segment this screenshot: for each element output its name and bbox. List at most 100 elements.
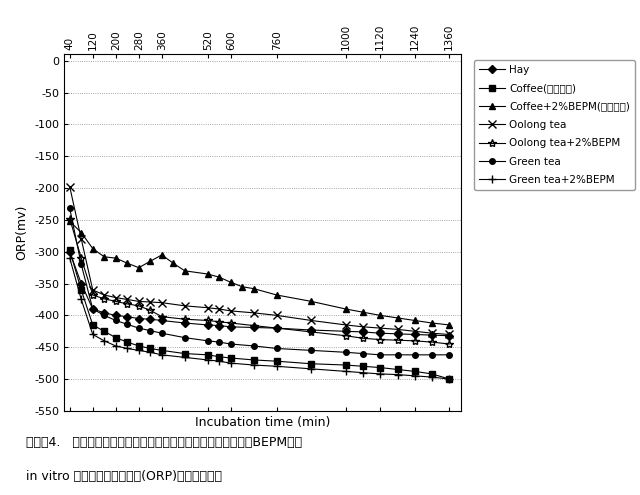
Coffee+2%BEPM(実施例１) — [428, 320, 436, 326]
Oolong tea — [158, 299, 166, 305]
Oolong tea — [376, 325, 384, 331]
Green tea — [359, 350, 367, 356]
Green tea — [112, 317, 120, 323]
Green tea+2%BEPM — [445, 376, 453, 382]
Green tea+2%BEPM — [77, 297, 85, 302]
Green tea — [204, 338, 212, 344]
Oolong tea — [250, 310, 258, 316]
Coffee+2%BEPM(実施例１) — [239, 284, 246, 290]
Coffee+2%BEPM(実施例１) — [445, 322, 453, 328]
Oolong tea — [411, 328, 419, 334]
Coffee+2%BEPM(実施例１) — [204, 271, 212, 277]
Oolong tea — [445, 332, 453, 338]
Oolong tea — [428, 330, 436, 336]
Oolong tea+2%BEPM — [89, 292, 97, 298]
Oolong tea+2%BEPM — [342, 333, 349, 339]
Hay — [181, 320, 189, 326]
Coffee(比較例１) — [428, 371, 436, 377]
X-axis label: Incubation time (min): Incubation time (min) — [195, 416, 330, 429]
Green tea+2%BEPM — [181, 354, 189, 360]
Green tea+2%BEPM — [227, 360, 235, 366]
Oolong tea — [89, 287, 97, 293]
Coffee(比較例１) — [204, 352, 212, 358]
Green tea+2%BEPM — [359, 370, 367, 376]
Oolong tea+2%BEPM — [135, 303, 143, 309]
Oolong tea+2%BEPM — [359, 335, 367, 341]
Coffee+2%BEPM(実施例１) — [135, 265, 143, 271]
Oolong tea+2%BEPM — [376, 337, 384, 343]
Oolong tea+2%BEPM — [428, 339, 436, 345]
Line: Coffee+2%BEPM(実施例１): Coffee+2%BEPM(実施例１) — [67, 218, 452, 328]
Oolong tea — [77, 236, 85, 242]
Hay — [307, 327, 315, 333]
Oolong tea+2%BEPM — [394, 337, 401, 343]
Green tea+2%BEPM — [204, 357, 212, 363]
Green tea+2%BEPM — [250, 362, 258, 368]
Hay — [342, 328, 349, 334]
Coffee(比較例１) — [89, 322, 97, 328]
Green tea+2%BEPM — [342, 368, 349, 374]
Oolong tea+2%BEPM — [273, 325, 280, 331]
Hay — [77, 281, 85, 287]
Coffee(比較例１) — [77, 287, 85, 293]
Y-axis label: ORP(mv): ORP(mv) — [15, 205, 28, 260]
Green tea — [376, 352, 384, 358]
Green tea — [216, 339, 223, 345]
Coffee+2%BEPM(実施例１) — [376, 312, 384, 318]
Hay — [89, 306, 97, 312]
Green tea — [100, 312, 108, 318]
Green tea+2%BEPM — [124, 346, 131, 351]
Coffee+2%BEPM(実施例１) — [147, 258, 154, 264]
Green tea — [77, 261, 85, 267]
Oolong tea+2%BEPM — [204, 317, 212, 323]
Coffee(比較例１) — [100, 328, 108, 334]
Green tea — [181, 335, 189, 341]
Oolong tea — [147, 299, 154, 305]
Green tea+2%BEPM — [100, 338, 108, 344]
Oolong tea+2%BEPM — [100, 296, 108, 302]
Oolong tea+2%BEPM — [227, 320, 235, 326]
Coffee(比較例１) — [158, 347, 166, 353]
Green tea — [428, 352, 436, 358]
Oolong tea+2%BEPM — [411, 338, 419, 344]
Green tea — [307, 347, 315, 353]
Oolong tea+2%BEPM — [124, 301, 131, 307]
Oolong tea — [124, 297, 131, 302]
Coffee(比較例１) — [411, 368, 419, 374]
Oolong tea+2%BEPM — [77, 255, 85, 261]
Green tea+2%BEPM — [394, 372, 401, 378]
Hay — [158, 317, 166, 323]
Green tea — [89, 306, 97, 312]
Hay — [204, 322, 212, 328]
Oolong tea+2%BEPM — [66, 216, 74, 222]
Hay — [411, 332, 419, 338]
Oolong tea — [100, 292, 108, 298]
Hay — [250, 325, 258, 331]
Coffee(比較例１) — [216, 354, 223, 360]
Oolong tea+2%BEPM — [445, 341, 453, 347]
Hay — [428, 332, 436, 338]
Green tea+2%BEPM — [428, 374, 436, 380]
Hay — [227, 324, 235, 330]
Oolong tea+2%BEPM — [250, 323, 258, 329]
Coffee+2%BEPM(実施例１) — [273, 292, 280, 298]
Text: グラプ4.   コーヒー糕、烏龍茶糕及び緑茶糕の微生物処理（２％BEPM）が: グラプ4. コーヒー糕、烏龍茶糕及び緑茶糕の微生物処理（２％BEPM）が — [26, 436, 301, 448]
Oolong tea+2%BEPM — [158, 314, 166, 320]
Oolong tea — [181, 303, 189, 309]
Coffee+2%BEPM(実施例１) — [181, 268, 189, 274]
Hay — [394, 331, 401, 337]
Green tea — [158, 330, 166, 336]
Green tea+2%BEPM — [216, 358, 223, 364]
Hay — [135, 316, 143, 322]
Coffee+2%BEPM(実施例１) — [307, 298, 315, 304]
Hay — [376, 330, 384, 336]
Coffee(比較例１) — [376, 365, 384, 371]
Green tea+2%BEPM — [89, 332, 97, 338]
Oolong tea+2%BEPM — [307, 329, 315, 335]
Green tea — [394, 352, 401, 358]
Oolong tea — [273, 312, 280, 318]
Coffee(比較例１) — [112, 335, 120, 341]
Oolong tea+2%BEPM — [147, 307, 154, 313]
Coffee(比較例１) — [445, 376, 453, 382]
Green tea+2%BEPM — [66, 255, 74, 261]
